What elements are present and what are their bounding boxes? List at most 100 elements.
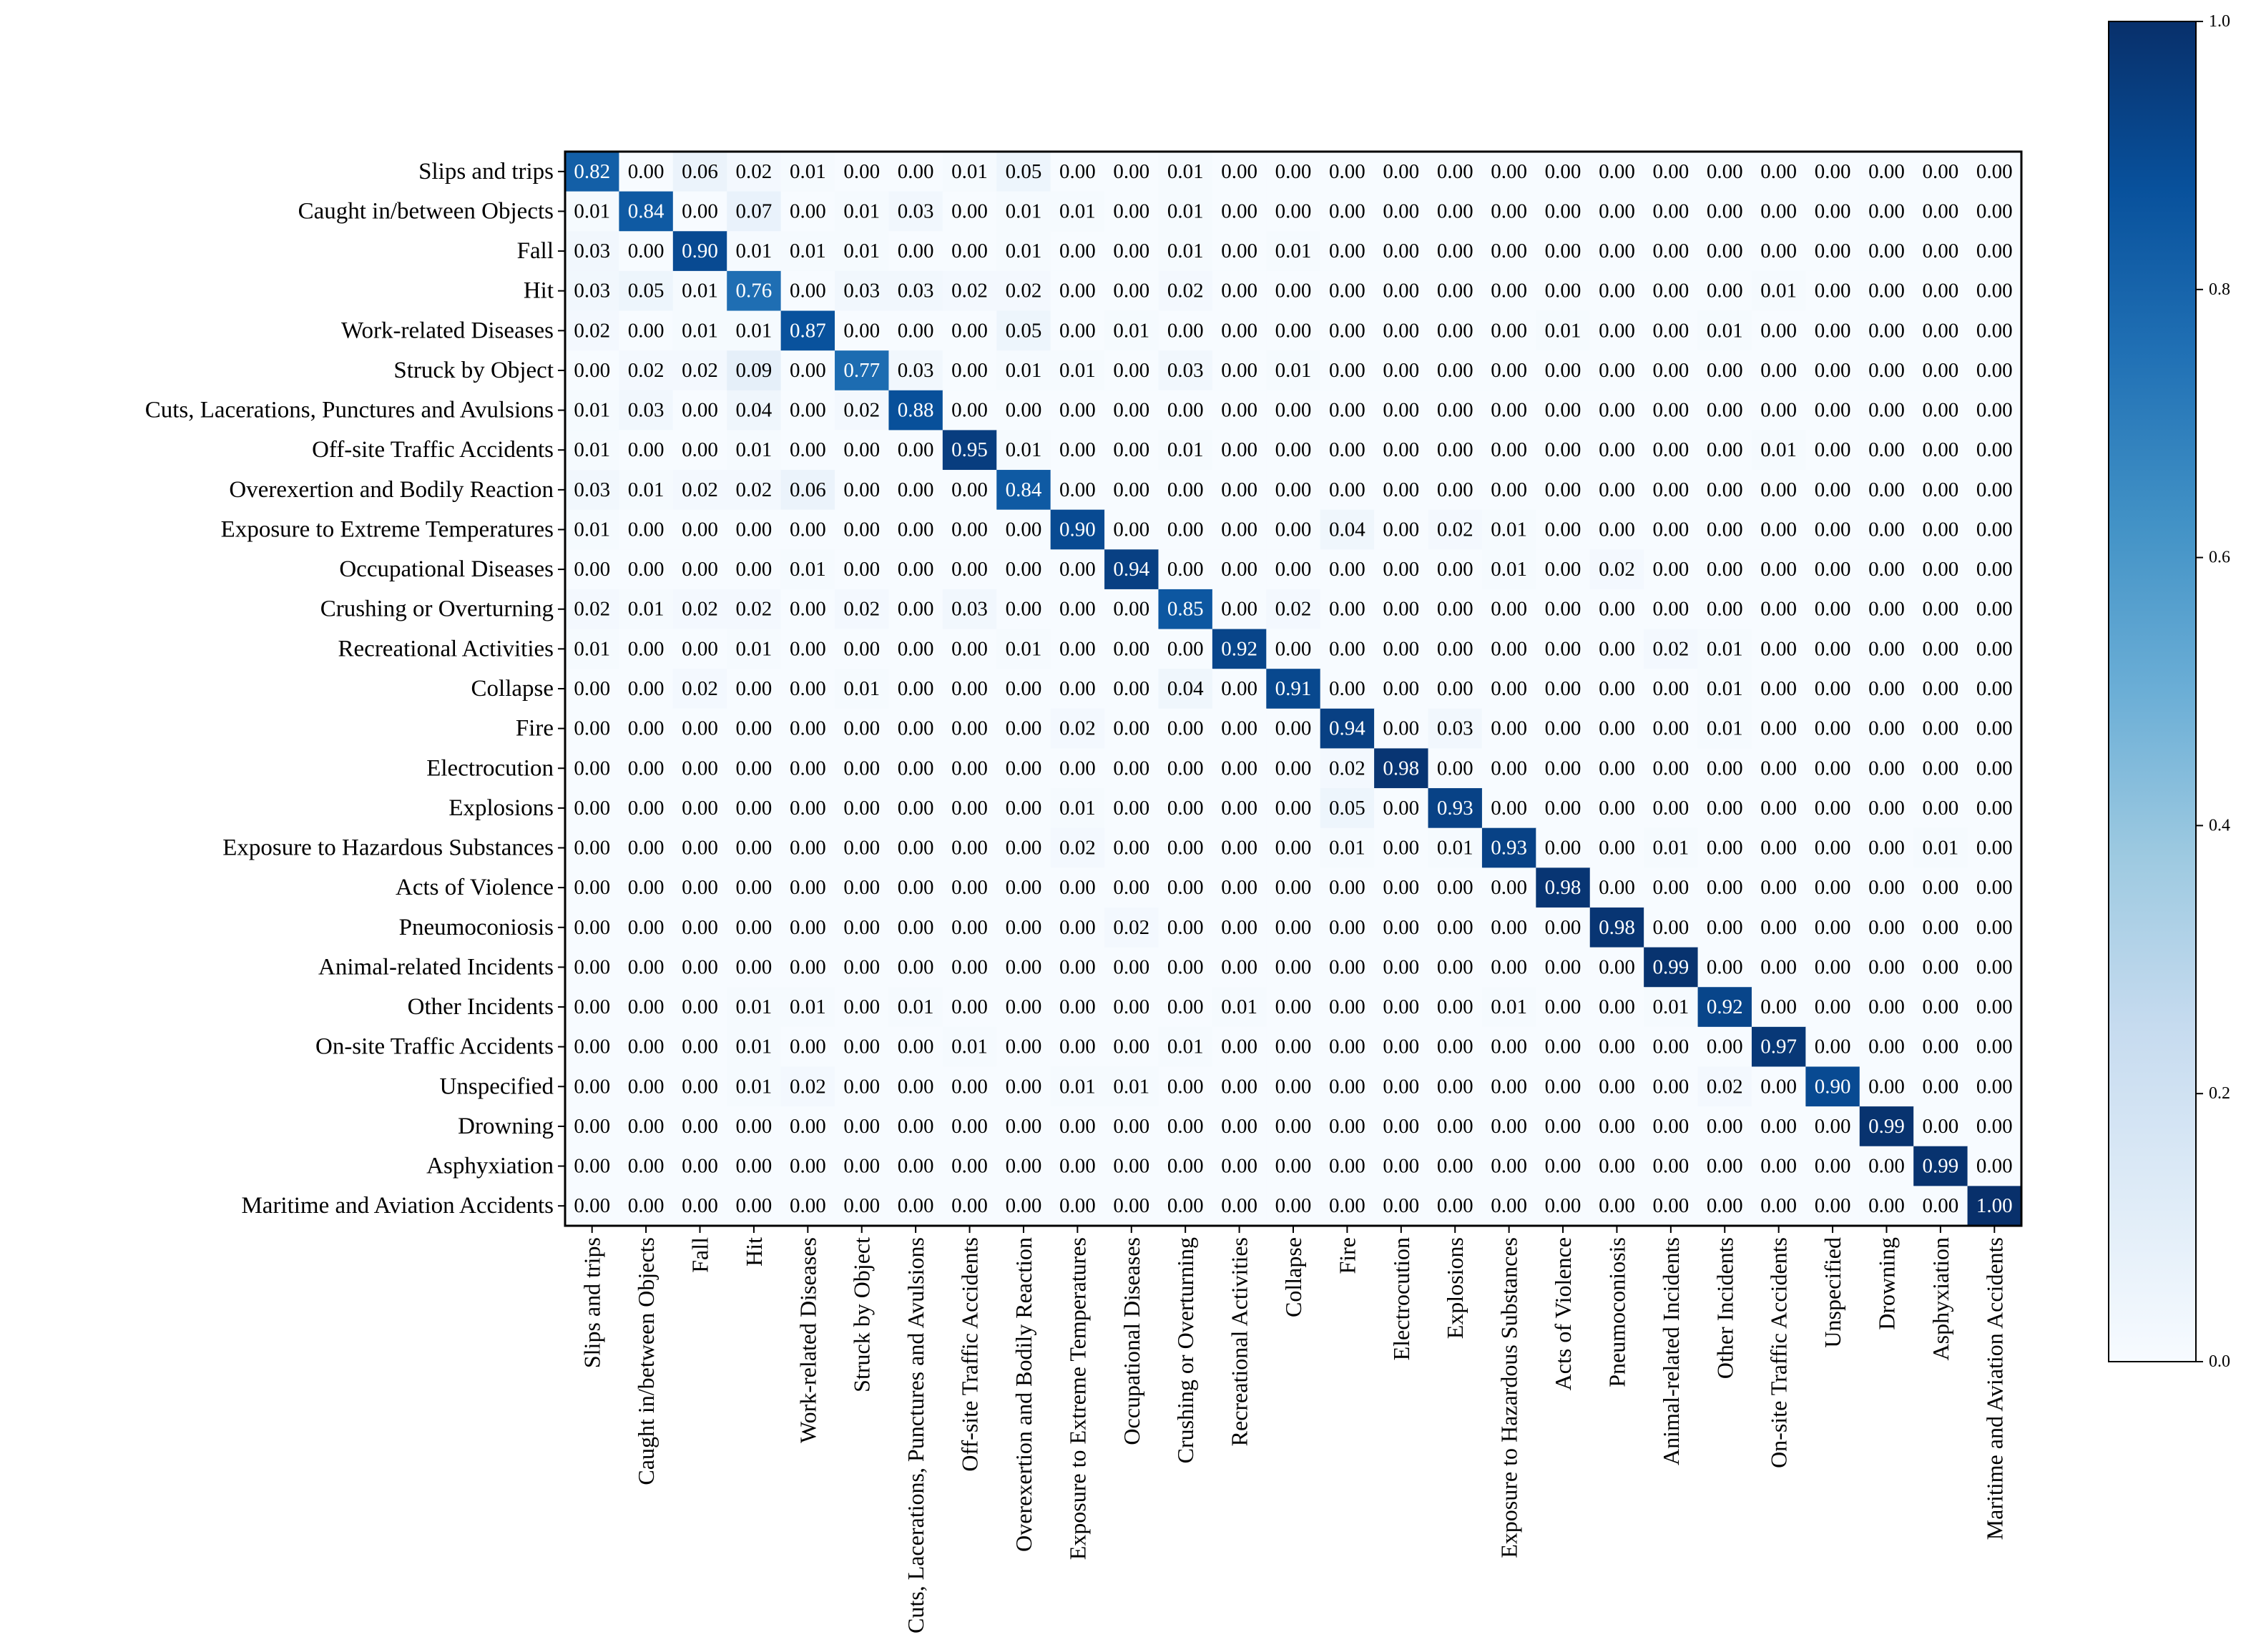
heatmap-cell [780,509,835,550]
heatmap-cell [1697,152,1752,192]
cell-value-label: 0.00 [736,677,773,700]
y-tick-label: Drowning [458,1113,554,1139]
cell-value-label: 0.00 [1221,399,1257,422]
cell-value-label: 0.00 [1221,677,1257,700]
heatmap-cell [1967,1026,2022,1068]
heatmap-cell [1374,589,1429,630]
heatmap-cell [1859,152,1914,192]
cell-value-label: 0.00 [1545,558,1581,581]
heatmap-cell [672,1186,727,1226]
cell-value-label: 0.00 [1868,280,1905,303]
heatmap-cell [1751,987,1806,1028]
cell-value-label: 0.00 [574,876,610,899]
heatmap-cell [1536,549,1591,590]
heatmap-cell [1374,1066,1429,1107]
heatmap-cell [1589,152,1644,192]
heatmap-cell [1428,669,1483,709]
heatmap-cell [1104,430,1159,471]
cell-value-label: 0.01 [1545,319,1581,342]
heatmap-cell [1266,907,1321,948]
y-tick-label: Slips and trips [418,159,554,185]
heatmap-cell [1859,669,1914,709]
cell-value-label: 0.00 [1059,1115,1096,1138]
heatmap-cell [942,310,997,351]
heatmap-cell [1859,1026,1914,1068]
heatmap-cell [780,748,835,789]
cell-value-label: 0.00 [790,280,826,303]
heatmap-cell [835,947,890,988]
cell-value-label: 0.00 [1976,916,2013,939]
cell-value-label: 0.00 [1923,319,1959,342]
cell-value-label: 0.93 [1491,837,1527,860]
heatmap-cell [1805,390,1860,431]
cell-value-label: 0.00 [1707,1194,1743,1217]
heatmap-cell [835,1146,890,1186]
cell-value-label: 0.00 [1707,876,1743,899]
heatmap-cell [888,191,943,232]
heatmap-cell [888,310,943,351]
heatmap-cell [996,191,1051,232]
heatmap-cell [672,827,727,868]
cell-value-label: 0.00 [1329,280,1365,303]
heatmap-cell [1158,350,1213,391]
heatmap-cell [1697,907,1752,948]
heatmap-cell [565,748,620,789]
cell-value-label: 0.00 [898,478,934,501]
cell-value-label: 0.00 [1491,240,1527,262]
heatmap-cell [672,390,727,431]
cell-value-label: 0.00 [951,359,988,382]
heatmap-cell [1751,669,1806,709]
heatmap-cell [1158,708,1213,749]
cell-value-label: 0.00 [1815,359,1851,382]
cell-value-label: 0.00 [1868,876,1905,899]
cell-value-label: 0.00 [1329,916,1365,939]
heatmap-cell [1589,867,1644,908]
cell-value-label: 0.00 [1006,558,1042,581]
cell-value-label: 0.00 [898,598,934,621]
heatmap-cell [1050,1026,1105,1068]
cell-value-label: 0.00 [574,677,610,700]
cell-value-label: 0.00 [682,399,718,422]
cell-value-label: 0.00 [951,518,988,541]
heatmap-cell [1428,867,1483,908]
heatmap-cell [1751,509,1806,550]
cell-value-label: 0.00 [1006,399,1042,422]
cell-value-label: 0.00 [1383,1115,1419,1138]
cell-value-label: 0.00 [1760,916,1797,939]
heatmap-cell [1428,1026,1483,1068]
cell-value-label: 0.00 [1599,1155,1635,1178]
heatmap-cell [1050,947,1105,988]
cell-value-label: 0.00 [1167,558,1204,581]
heatmap-cell [1481,1146,1536,1186]
heatmap-cell [1859,1186,1914,1226]
cell-value-label: 0.00 [1275,1194,1312,1217]
cell-value-label: 0.01 [736,319,773,342]
cell-value-label: 0.00 [736,757,773,780]
cell-value-label: 0.02 [790,1075,826,1098]
heatmap-cell [1104,390,1159,431]
heatmap-cell [1697,1066,1752,1107]
heatmap-cell [996,589,1051,630]
heatmap-cell [1859,430,1914,471]
heatmap-cell [1050,1066,1105,1107]
heatmap-cell [1050,827,1105,868]
heatmap-cell [1266,390,1321,431]
cell-value-label: 0.00 [1275,916,1312,939]
heatmap-cell [1320,270,1375,312]
heatmap-cell [1212,589,1267,630]
heatmap-cell [835,1026,890,1068]
cell-value-label: 0.00 [682,1036,718,1058]
heatmap-cell [672,867,727,908]
heatmap-cell [1644,788,1699,829]
cell-value-label: 0.00 [898,1036,934,1058]
cell-value-label: 0.00 [1599,677,1635,700]
cell-value-label: 0.01 [1760,438,1797,461]
cell-value-label: 0.00 [1275,319,1312,342]
heatmap-cell [1805,1146,1860,1186]
cell-value-label: 0.00 [1006,1075,1042,1098]
heatmap-cell [1536,270,1591,312]
cell-value-label: 1.00 [1976,1194,2013,1217]
cell-value-label: 0.00 [898,240,934,262]
heatmap-cell [619,390,674,431]
